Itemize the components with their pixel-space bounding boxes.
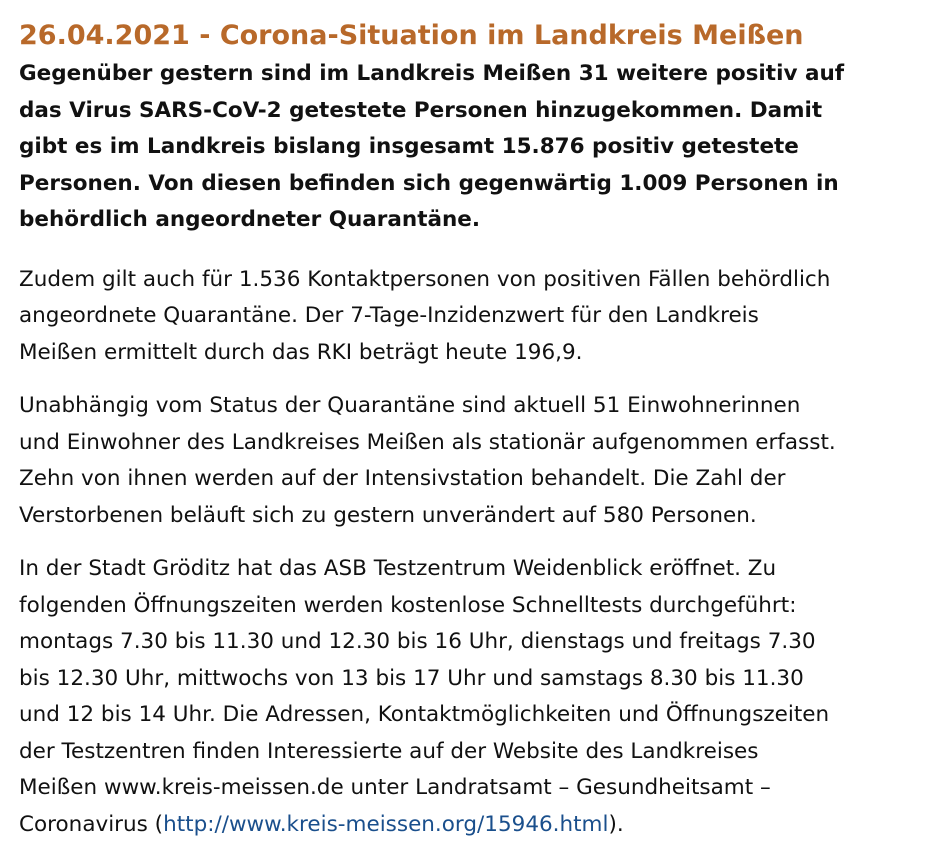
article: 26.04.2021 - Corona-Situation im Landkre… bbox=[19, 16, 935, 843]
paragraph-text: Coronavirus ( bbox=[19, 811, 164, 837]
paragraph-quarantine: Zudem gilt auch für 1.536 Kontaktpersone… bbox=[19, 262, 935, 372]
lead-line: Gegenüber gestern sind im Landkreis Meiß… bbox=[19, 61, 845, 86]
paragraph-line: bis 12.30 Uhr, mittwochs von 13 bis 17 U… bbox=[19, 665, 804, 691]
paragraph-text: ). bbox=[608, 811, 624, 837]
paragraph-line: der Testzentren finden Interessierte auf… bbox=[19, 738, 759, 764]
paragraph-line: Meißen ermittelt durch das RKI beträgt h… bbox=[19, 339, 583, 365]
paragraph-line: Unabhängig vom Status der Quarantäne sin… bbox=[19, 393, 801, 418]
paragraph-line: und 12 bis 14 Uhr. Die Adressen, Kontakt… bbox=[19, 702, 830, 727]
kreis-meissen-link[interactable]: http://www.kreis-meissen.org/15946.html bbox=[163, 811, 609, 837]
lead-line: behördlich angeordneter Quarantäne. bbox=[19, 207, 481, 232]
paragraph-line-last: Coronavirus (http://www.kreis-meissen.or… bbox=[19, 807, 935, 844]
paragraph-line: In der Stadt Gröditz hat das ASB Testzen… bbox=[19, 556, 777, 581]
paragraph-line: Meißen www.kreis-meissen.de unter Landra… bbox=[19, 775, 771, 800]
paragraph-line: Zehn von ihnen werden auf der Intensivst… bbox=[19, 466, 786, 491]
article-headline: 26.04.2021 - Corona-Situation im Landkre… bbox=[19, 20, 804, 51]
paragraph-line: folgenden Öffnungszeiten werden kostenlo… bbox=[19, 592, 797, 618]
paragraph-testcenter: In der Stadt Gröditz hat das ASB Testzen… bbox=[19, 551, 935, 843]
paragraph-line: montags 7.30 bis 11.30 und 12.30 bis 16 … bbox=[19, 629, 816, 654]
lead-paragraph: Gegenüber gestern sind im Landkreis Meiß… bbox=[19, 56, 935, 239]
paragraph-hospital: Unabhängig vom Status der Quarantäne sin… bbox=[19, 388, 935, 534]
paragraph-line: und Einwohner des Landkreises Meißen als… bbox=[19, 429, 836, 455]
lead-line: das Virus SARS-CoV-2 getestete Personen … bbox=[19, 97, 823, 123]
lead-line: gibt es im Landkreis bislang insgesamt 1… bbox=[19, 134, 799, 159]
lead-line: Personen. Von diesen befinden sich gegen… bbox=[19, 170, 839, 196]
paragraph-line: angeordnete Quarantäne. Der 7-Tage-Inzid… bbox=[19, 303, 759, 328]
paragraph-line: Zudem gilt auch für 1.536 Kontaktpersone… bbox=[19, 266, 831, 292]
paragraph-line: Verstorbenen beläuft sich zu gestern unv… bbox=[19, 502, 757, 528]
